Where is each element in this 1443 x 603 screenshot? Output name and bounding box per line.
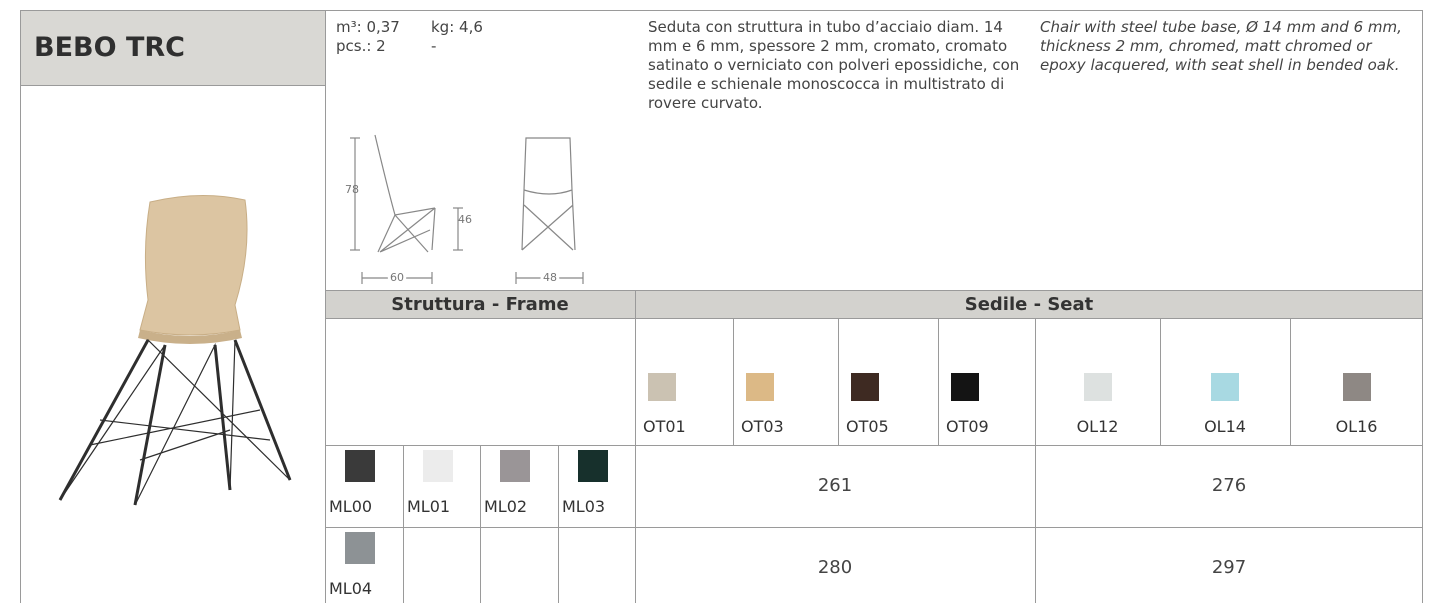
rule (1160, 318, 1161, 445)
rule (403, 445, 404, 603)
finish-code: OL14 (1204, 417, 1246, 436)
finish-code: OL12 (1076, 417, 1119, 436)
finish-code: OT05 (846, 417, 889, 436)
price: 276 (1211, 475, 1247, 496)
rule (1290, 318, 1291, 445)
finish-code: ML01 (407, 497, 451, 516)
rule (325, 318, 1423, 319)
price: 261 (817, 475, 853, 496)
spec-weight: kg: 4,6 (431, 18, 483, 36)
color-swatch (951, 373, 979, 401)
price: 280 (817, 557, 853, 578)
rule (1422, 10, 1423, 603)
rule (558, 445, 559, 603)
rule (325, 10, 326, 603)
rule (838, 318, 839, 445)
color-swatch (1083, 373, 1112, 401)
finish-code: ML02 (484, 497, 528, 516)
finish-code: ML00 (329, 497, 373, 516)
color-swatch (345, 532, 375, 564)
rule (325, 290, 1423, 291)
color-swatch (746, 373, 774, 401)
rule (20, 85, 325, 86)
rule (325, 445, 1423, 446)
dim-width: 48 (543, 271, 557, 284)
color-swatch (1342, 373, 1371, 401)
finish-code: ML04 (329, 579, 373, 598)
product-title: BEBO TRC (34, 32, 185, 63)
color-swatch (578, 450, 608, 482)
color-swatch (648, 373, 676, 401)
seat-header: Sedile - Seat (635, 290, 1423, 318)
description-english: Chair with steel tube base, Ø 14 mm and … (1040, 18, 1402, 74)
price: 297 (1211, 557, 1247, 578)
finish-code: OT03 (741, 417, 784, 436)
color-swatch (851, 373, 879, 401)
rule (325, 527, 1423, 528)
rule (938, 318, 939, 445)
description-italian: Seduta con struttura in tubo d’acciaio d… (648, 18, 1020, 112)
rule (1035, 318, 1036, 445)
color-swatch (345, 450, 375, 482)
rule (733, 318, 734, 445)
color-swatch (1211, 373, 1239, 401)
chair-image (58, 195, 292, 506)
rule (1035, 445, 1036, 603)
finish-code: ML03 (562, 497, 606, 516)
dim-height: 78 (345, 183, 359, 196)
dim-seat-height: 46 (458, 213, 472, 226)
frame-header: Struttura - Frame (325, 290, 635, 318)
finish-code: OT09 (946, 417, 989, 436)
rule (635, 290, 636, 603)
spec-volume: m³: 0,37 (336, 18, 400, 36)
rule (480, 445, 481, 603)
rule (20, 10, 1423, 11)
dimension-drawing: 78 46 60 48 (345, 134, 584, 287)
spec-pieces: pcs.: 2 (336, 37, 386, 55)
finish-code: OL16 (1335, 417, 1378, 436)
finish-code: OT01 (643, 417, 686, 436)
spec-pieces-note: - (431, 37, 437, 55)
color-swatch (423, 450, 453, 482)
dim-depth: 60 (390, 271, 404, 284)
title-box: BEBO TRC (20, 10, 325, 85)
rule (20, 10, 21, 603)
color-swatch (500, 450, 530, 482)
